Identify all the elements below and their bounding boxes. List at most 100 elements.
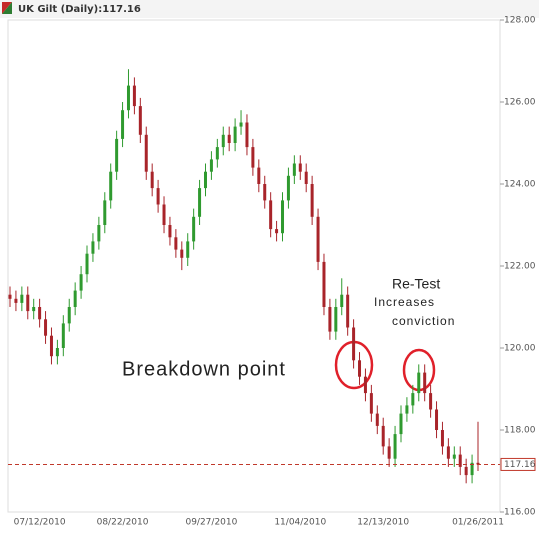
annotation: Breakdown point	[122, 358, 286, 380]
candle-body	[251, 147, 255, 168]
candle-body	[215, 147, 219, 160]
candle-body	[227, 134, 231, 143]
candle-body	[352, 327, 356, 361]
candle-body	[132, 85, 136, 107]
x-tick-label: 01/26/2011	[452, 518, 504, 528]
candle-body	[316, 216, 320, 262]
candle-body	[73, 290, 77, 307]
candle-body	[209, 159, 213, 172]
y-tick-label: 122.00	[504, 262, 536, 272]
candle-body	[144, 134, 148, 172]
candle-body	[8, 294, 12, 299]
candle-body	[369, 393, 373, 414]
y-tick-label: 116.00	[504, 508, 536, 518]
candle-body	[393, 434, 397, 459]
x-tick-label: 07/12/2010	[14, 518, 66, 528]
candle-body	[470, 462, 474, 476]
candle-body	[340, 294, 344, 307]
candle-body	[286, 175, 290, 201]
candle-body	[452, 454, 456, 459]
icon	[2, 2, 12, 14]
candle-body	[269, 200, 273, 230]
candle-body	[233, 126, 237, 143]
candle-body	[156, 188, 160, 205]
candle-body	[387, 446, 391, 459]
candle-body	[334, 307, 338, 332]
candle-body	[103, 200, 107, 225]
candle-body	[55, 348, 59, 357]
candle-body	[440, 430, 444, 447]
last-price-box	[500, 457, 536, 471]
candle-body	[121, 110, 125, 139]
candle-body	[464, 466, 468, 476]
candle-body	[192, 216, 196, 242]
candle-body	[168, 225, 172, 238]
candle-body	[174, 237, 178, 250]
candle-body	[310, 184, 314, 217]
y-tick-label: 128.00	[504, 16, 536, 26]
candle-body	[109, 171, 113, 201]
annotation: Re-Test	[392, 276, 440, 292]
candle-body	[14, 298, 18, 303]
y-tick-label: 120.00	[504, 344, 536, 354]
candle-body	[67, 307, 71, 324]
candle-body	[115, 138, 119, 172]
y-tick-label: 124.00	[504, 180, 536, 190]
annotation: Increases	[374, 295, 435, 309]
candle-body	[275, 229, 279, 234]
candle-body	[198, 188, 202, 217]
candle-body	[446, 446, 450, 459]
candle-body	[26, 294, 30, 312]
candle-body	[411, 393, 415, 406]
candle-body	[381, 425, 385, 447]
candle-body	[257, 167, 261, 184]
candle-body	[245, 122, 249, 148]
candle-body	[49, 335, 53, 357]
x-tick-label: 09/27/2010	[185, 518, 237, 528]
candle-body	[85, 253, 89, 275]
y-tick-label: 118.00	[504, 426, 536, 436]
candle-body	[435, 409, 439, 430]
candle-body	[429, 393, 433, 410]
candle-body	[328, 307, 332, 332]
candle-body	[375, 413, 379, 426]
candle-body	[476, 462, 480, 465]
candle-body	[281, 200, 285, 234]
x-tick-label: 08/22/2010	[97, 518, 149, 528]
candle-body	[239, 122, 243, 127]
candle-body	[203, 171, 207, 189]
candle-body	[304, 171, 308, 184]
candle-body	[162, 204, 166, 225]
candle-body	[346, 294, 350, 328]
candle-body	[322, 261, 326, 307]
candle-body	[405, 405, 409, 414]
candle-body	[423, 372, 427, 394]
candle-body	[126, 85, 130, 111]
candle-body	[186, 241, 190, 258]
candle-body	[292, 163, 296, 176]
candle-body	[138, 106, 142, 135]
y-tick-label: 126.00	[504, 98, 536, 108]
x-tick-label: 12/13/2010	[357, 518, 409, 528]
candle-body	[150, 171, 154, 189]
candle-body	[32, 307, 36, 312]
last-price-label: 117.16	[504, 460, 536, 470]
candle-body	[363, 376, 367, 394]
candle-body	[97, 225, 101, 242]
candle-body	[221, 134, 225, 148]
candle-body	[458, 454, 462, 467]
header-bar	[0, 0, 539, 18]
candle-body	[358, 360, 362, 377]
annotation: conviction	[392, 314, 455, 328]
candle-body	[180, 249, 184, 258]
chart-title: UK Gilt (Daily):117.16	[18, 4, 141, 15]
candle-body	[61, 323, 65, 348]
candle-body	[399, 413, 403, 435]
candle-body	[298, 163, 302, 172]
candle-body	[20, 294, 24, 303]
candle-body	[417, 372, 421, 394]
x-tick-label: 11/04/2010	[274, 518, 326, 528]
candle-body	[44, 319, 48, 336]
